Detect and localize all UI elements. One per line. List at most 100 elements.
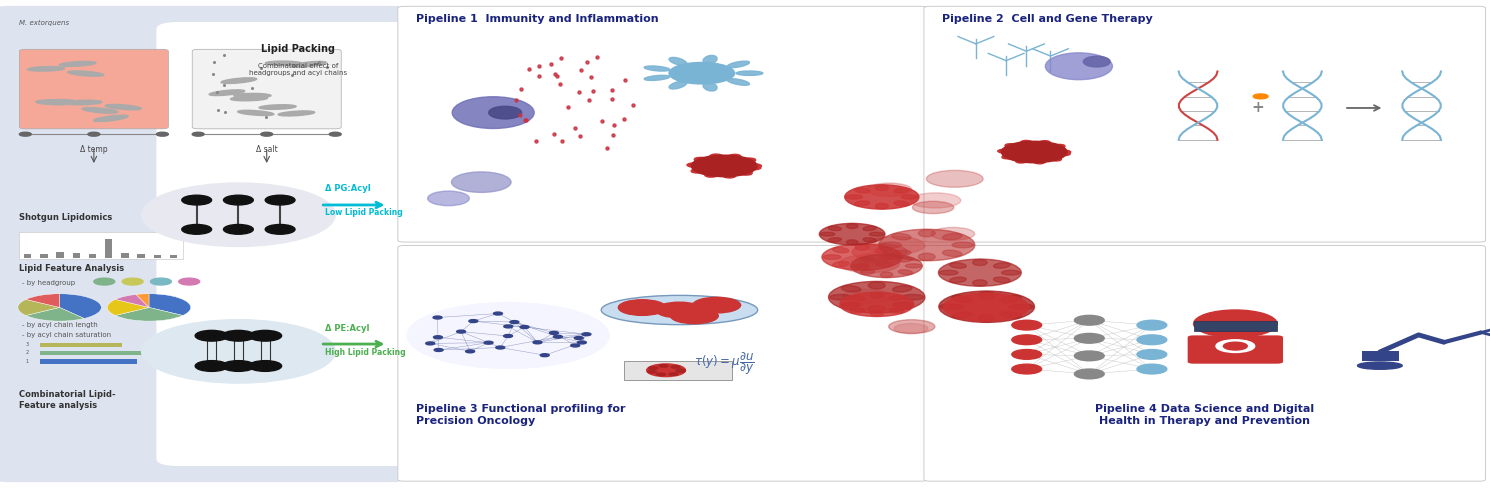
Ellipse shape: [237, 110, 274, 116]
Bar: [40, 359, 137, 364]
Ellipse shape: [869, 305, 885, 313]
Circle shape: [222, 361, 255, 371]
Circle shape: [1074, 315, 1104, 325]
Circle shape: [222, 330, 255, 341]
Ellipse shape: [828, 238, 842, 242]
Ellipse shape: [952, 312, 971, 318]
Ellipse shape: [726, 306, 738, 309]
Ellipse shape: [669, 81, 687, 89]
Circle shape: [1137, 364, 1167, 374]
Circle shape: [691, 155, 757, 177]
Circle shape: [88, 132, 100, 136]
Ellipse shape: [891, 233, 910, 240]
Ellipse shape: [927, 170, 983, 187]
Ellipse shape: [857, 253, 897, 265]
Ellipse shape: [706, 314, 718, 317]
Ellipse shape: [846, 224, 858, 228]
Bar: [73, 253, 80, 258]
Circle shape: [1012, 364, 1042, 374]
Ellipse shape: [1044, 156, 1061, 161]
Ellipse shape: [1021, 141, 1034, 146]
Circle shape: [1137, 320, 1167, 330]
Ellipse shape: [979, 314, 994, 321]
Ellipse shape: [875, 262, 891, 267]
Ellipse shape: [741, 163, 761, 168]
Ellipse shape: [602, 295, 758, 325]
Ellipse shape: [881, 254, 893, 260]
Ellipse shape: [855, 188, 870, 193]
Bar: [624, 361, 732, 380]
Ellipse shape: [259, 105, 297, 109]
Ellipse shape: [870, 311, 884, 316]
Ellipse shape: [897, 302, 913, 306]
Ellipse shape: [676, 369, 685, 371]
Ellipse shape: [209, 90, 244, 96]
Circle shape: [434, 348, 443, 351]
Ellipse shape: [1009, 305, 1028, 309]
Ellipse shape: [931, 227, 974, 240]
Ellipse shape: [703, 317, 715, 320]
Wedge shape: [136, 294, 149, 307]
Ellipse shape: [1050, 151, 1070, 156]
Ellipse shape: [863, 226, 876, 231]
Ellipse shape: [867, 183, 912, 196]
Ellipse shape: [231, 96, 268, 101]
Ellipse shape: [842, 289, 890, 304]
Text: Δ temp: Δ temp: [80, 145, 107, 154]
Ellipse shape: [898, 270, 913, 274]
Ellipse shape: [67, 71, 104, 76]
Ellipse shape: [27, 66, 64, 71]
Ellipse shape: [1357, 362, 1402, 369]
Ellipse shape: [1001, 270, 1021, 275]
Circle shape: [851, 254, 922, 278]
Circle shape: [571, 344, 580, 347]
Ellipse shape: [660, 312, 672, 315]
Ellipse shape: [994, 263, 1010, 268]
Ellipse shape: [979, 315, 995, 322]
Ellipse shape: [940, 270, 958, 275]
Ellipse shape: [860, 270, 875, 274]
Ellipse shape: [979, 291, 995, 299]
Circle shape: [484, 341, 493, 344]
Circle shape: [520, 325, 529, 328]
Ellipse shape: [703, 56, 717, 64]
Ellipse shape: [901, 294, 924, 300]
Ellipse shape: [1016, 157, 1030, 163]
Circle shape: [504, 325, 513, 328]
Ellipse shape: [890, 308, 904, 313]
Circle shape: [142, 320, 335, 383]
Circle shape: [1001, 142, 1067, 163]
Ellipse shape: [901, 195, 918, 199]
Ellipse shape: [849, 308, 864, 313]
Ellipse shape: [888, 320, 934, 333]
Text: $\tau(y) = \mu\dfrac{\partial u}{\partial y}$: $\tau(y) = \mu\dfrac{\partial u}{\partia…: [694, 350, 754, 377]
Ellipse shape: [651, 308, 663, 311]
Circle shape: [939, 259, 1021, 286]
Bar: [121, 253, 128, 258]
Circle shape: [879, 229, 974, 261]
Ellipse shape: [690, 319, 702, 322]
Circle shape: [1216, 340, 1255, 352]
Circle shape: [407, 302, 609, 369]
Ellipse shape: [828, 226, 842, 231]
Ellipse shape: [869, 232, 884, 236]
Text: - by headgroup: - by headgroup: [22, 280, 76, 285]
Ellipse shape: [656, 307, 668, 310]
Ellipse shape: [40, 100, 77, 104]
FancyBboxPatch shape: [1188, 335, 1283, 364]
Ellipse shape: [1052, 150, 1071, 154]
Ellipse shape: [898, 257, 913, 262]
Ellipse shape: [1033, 158, 1046, 164]
Text: Lipid Feature Analysis: Lipid Feature Analysis: [19, 264, 125, 273]
Circle shape: [578, 341, 587, 344]
Wedge shape: [18, 300, 60, 315]
FancyBboxPatch shape: [192, 49, 341, 129]
Circle shape: [1253, 94, 1268, 99]
Ellipse shape: [647, 302, 659, 305]
Circle shape: [541, 354, 550, 357]
Ellipse shape: [842, 285, 861, 292]
Ellipse shape: [659, 365, 668, 367]
Text: 2: 2: [25, 350, 28, 355]
Ellipse shape: [860, 257, 875, 262]
Circle shape: [845, 185, 919, 209]
